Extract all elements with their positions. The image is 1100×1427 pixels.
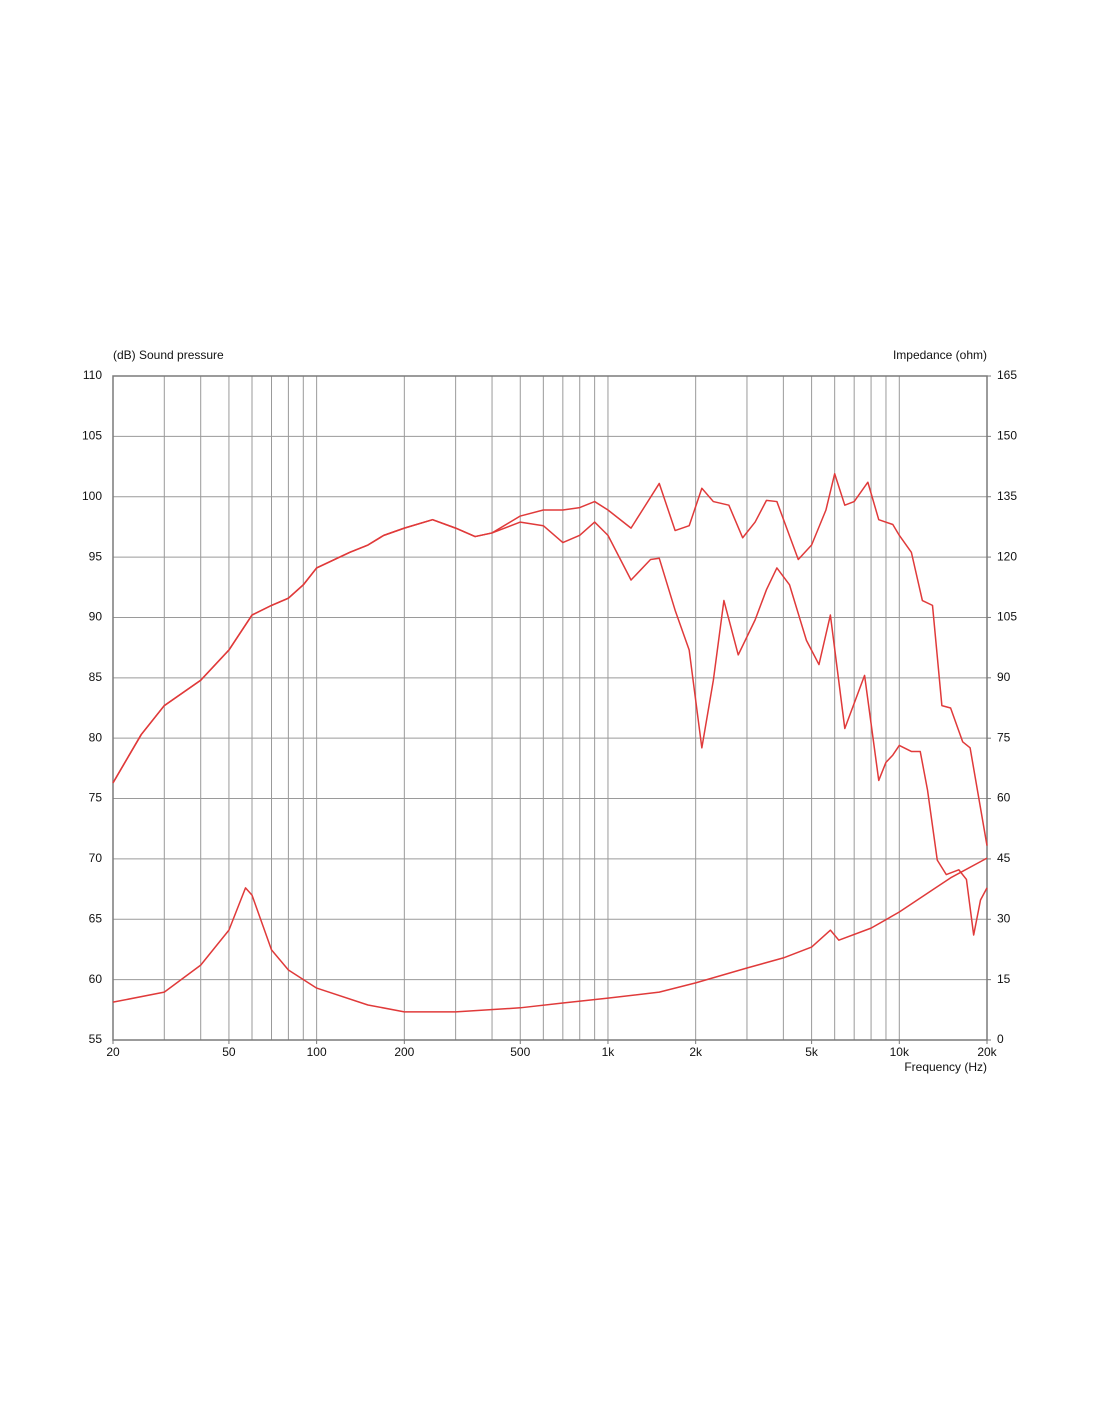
x-tick-label: 200 [394, 1045, 414, 1059]
y-tick-label: 95 [89, 549, 103, 563]
y2-tick-label: 60 [997, 791, 1011, 805]
y-tick-label: 80 [89, 730, 103, 744]
y2-tick-label: 15 [997, 972, 1011, 986]
x-tick-label: 10k [890, 1045, 910, 1059]
y2-axis-label: Impedance (ohm) [893, 348, 987, 362]
plot-frame [112, 375, 988, 1041]
y2-tick-label: 165 [997, 368, 1017, 382]
y2-tick-label: 30 [997, 911, 1011, 925]
x-tick-label: 100 [307, 1045, 327, 1059]
x-axis-label: Frequency (Hz) [904, 1060, 987, 1074]
y-tick-label: 55 [89, 1032, 103, 1046]
y-tick-label: 70 [89, 851, 103, 865]
y2-tick-label: 90 [997, 670, 1011, 684]
y-tick-label: 90 [89, 610, 103, 624]
x-tick-label: 1k [602, 1045, 616, 1059]
x-tick-label: 20k [977, 1045, 997, 1059]
curve [112, 857, 988, 1013]
y-tick-label: 110 [83, 368, 102, 382]
x-tick-label: 500 [510, 1045, 530, 1059]
curve [112, 473, 988, 846]
y-tick-label: 60 [89, 972, 103, 986]
y-tick-label: 85 [89, 670, 103, 684]
y-tick-label: 105 [82, 429, 102, 443]
y2-tick-label: 120 [997, 549, 1017, 563]
y2-tick-label: 105 [997, 610, 1017, 624]
y-tick-label: 75 [89, 791, 103, 805]
y-tick-label: 100 [82, 489, 102, 503]
y2-tick-label: 75 [997, 730, 1011, 744]
x-tick-label: 50 [222, 1045, 236, 1059]
y-tick-label: 65 [89, 911, 103, 925]
y2-tick-label: 135 [997, 489, 1017, 503]
x-tick-label: 2k [689, 1045, 703, 1059]
curve [112, 518, 988, 936]
y2-tick-label: 0 [997, 1032, 1004, 1046]
y-axis-label: (dB) Sound pressure [113, 348, 224, 362]
x-tick-label: 20 [106, 1045, 120, 1059]
y2-tick-label: 150 [997, 429, 1017, 443]
x-tick-label: 5k [805, 1045, 819, 1059]
y2-tick-label: 45 [997, 851, 1011, 865]
